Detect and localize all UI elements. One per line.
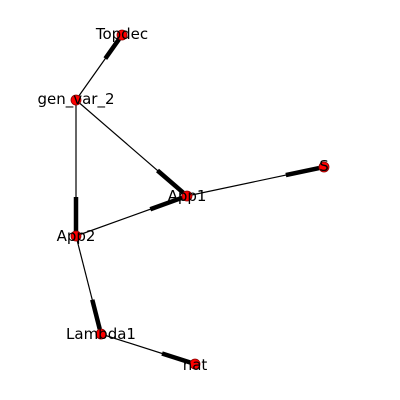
- node-lambda1: [95, 328, 107, 340]
- edge-arrowhead-app2-lambda1: [90, 299, 102, 330]
- node-label-gen_var_2: gen_var_2: [37, 90, 114, 109]
- node-gen_var_2: [70, 94, 82, 106]
- node-label-app2: App2: [57, 227, 96, 245]
- node-label-lambda1: Lambda1: [66, 325, 136, 343]
- labels-layer: Topdec gen_var_2 App1 S App2 Lambda1 nat: [37, 25, 328, 374]
- edge-arrowhead-lambda1-nat: [161, 351, 191, 365]
- edge-arrowhead-gen_var_2-app1: [156, 168, 185, 195]
- node-app1: [181, 190, 193, 202]
- edge-arrowhead-app2-app1: [149, 195, 184, 212]
- node-label-nat: nat: [183, 356, 208, 374]
- node-label-app1: App1: [168, 187, 207, 205]
- edges-layer: [73, 34, 325, 365]
- node-topdec: [116, 29, 128, 41]
- nodes-layer: [70, 29, 330, 370]
- node-s: [318, 161, 330, 173]
- node-label-s: S: [319, 157, 329, 175]
- edge-arrowhead-gen_var_2-topdec: [103, 37, 121, 60]
- node-nat: [189, 358, 201, 370]
- node-label-topdec: Topdec: [95, 25, 148, 43]
- node-app2: [70, 230, 82, 242]
- edge-arrowhead-app1-s: [285, 165, 320, 178]
